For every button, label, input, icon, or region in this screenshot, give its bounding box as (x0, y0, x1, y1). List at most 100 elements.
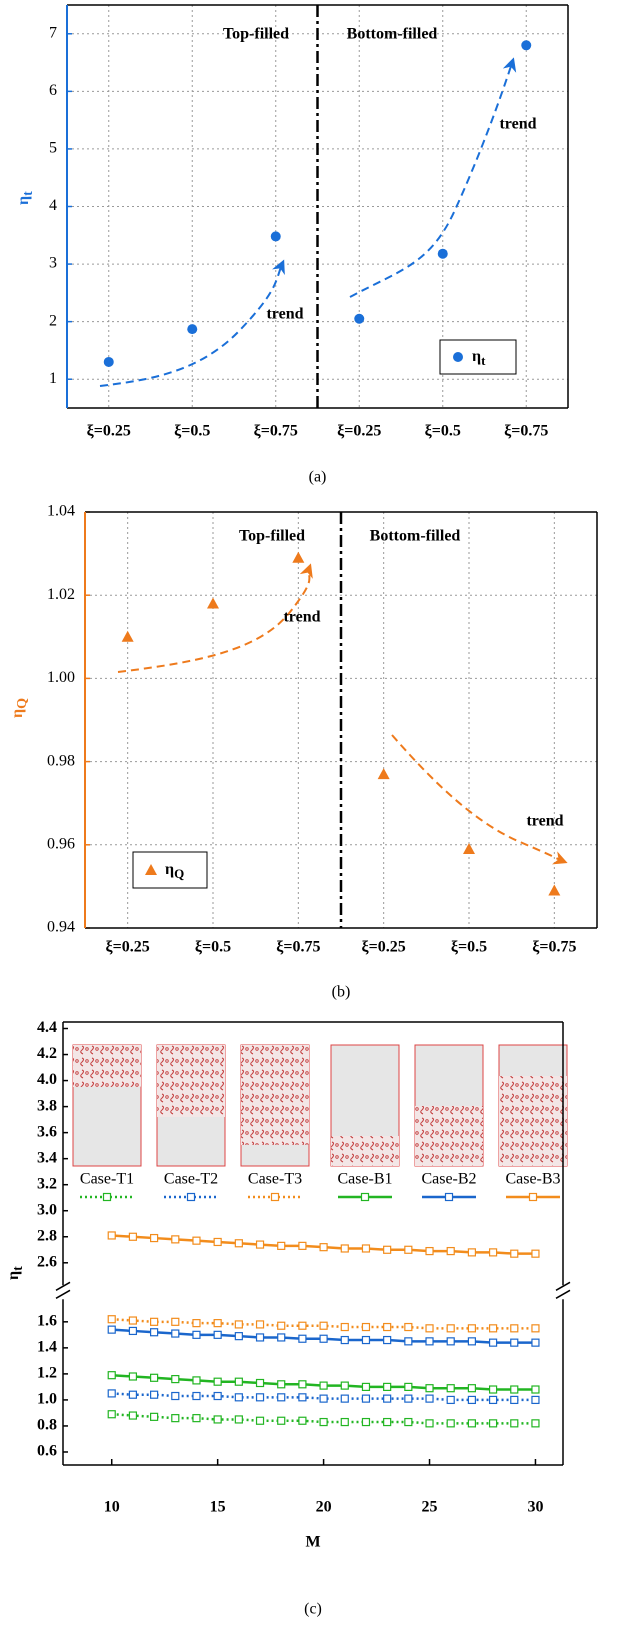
point (404, 1382, 413, 1392)
point (192, 1330, 201, 1339)
point (404, 1337, 413, 1346)
point (234, 1393, 243, 1402)
point (255, 1378, 265, 1388)
annotation: Top-filled (239, 528, 305, 545)
point (192, 1236, 201, 1245)
point (298, 1334, 307, 1343)
trend-arrow (117, 563, 313, 673)
point (531, 1419, 540, 1428)
point (128, 1326, 138, 1336)
point (467, 1419, 476, 1428)
annotation: Bottom-filled (347, 26, 438, 43)
x-tick-label: ξ=0.5 (425, 423, 461, 440)
point (319, 1243, 328, 1252)
label: ηQ (9, 698, 31, 718)
label: ηt (5, 1266, 27, 1280)
thumb-fill (331, 1136, 399, 1166)
point (298, 1321, 307, 1330)
x-tick-label: ξ=0.25 (106, 939, 150, 956)
point (150, 1390, 159, 1399)
y-tick-label: 3 (49, 255, 57, 272)
point (361, 1417, 371, 1427)
point (383, 1322, 392, 1332)
point (207, 597, 219, 609)
point (213, 1319, 222, 1328)
point (150, 1233, 159, 1243)
point (488, 1385, 498, 1394)
point (277, 1321, 286, 1330)
point (446, 1395, 455, 1405)
point (510, 1395, 519, 1405)
point (192, 1319, 201, 1328)
legend-label: Case-T2 (164, 1171, 218, 1188)
y-tick-label: 2.6 (37, 1253, 57, 1270)
label-main: η (9, 709, 26, 718)
point (128, 1390, 138, 1399)
point (298, 1416, 307, 1425)
y-tick-label: 6 (49, 82, 57, 99)
point (531, 1395, 540, 1405)
point (404, 1245, 413, 1254)
point (377, 768, 390, 780)
legend-marker (186, 1192, 196, 1202)
y-tick-label: 1.04 (47, 503, 75, 520)
x-tick-label: ξ=0.5 (451, 939, 487, 956)
point (340, 1335, 349, 1345)
point (192, 1391, 201, 1401)
y-tick-label: 2.8 (37, 1227, 57, 1244)
point (488, 1324, 498, 1333)
label-sub: t (21, 191, 36, 196)
point (107, 1410, 116, 1419)
point (383, 1394, 392, 1403)
point (446, 1384, 455, 1393)
y-tick-label: 0.94 (47, 919, 75, 936)
point (213, 1330, 222, 1339)
point (361, 1335, 371, 1345)
y-tick-label: 1.00 (47, 669, 75, 686)
point (510, 1249, 519, 1258)
legend-marker (360, 1192, 370, 1202)
point (446, 1324, 455, 1333)
point (463, 842, 475, 854)
annotation: Top-filled (223, 26, 289, 43)
point (234, 1332, 243, 1341)
point (128, 1232, 138, 1241)
trend-arrow (99, 259, 285, 387)
x-tick-label: ξ=0.5 (174, 423, 210, 440)
point (277, 1380, 286, 1389)
point (361, 1394, 371, 1403)
y-tick-label: 1.02 (47, 586, 75, 603)
point (171, 1329, 180, 1338)
series-line (111, 1317, 536, 1330)
x-tick-label: 30 (527, 1499, 543, 1516)
label-main: η (15, 196, 32, 205)
x-tick-label: ξ=0.5 (195, 939, 231, 956)
label: ηQ (165, 861, 184, 881)
point (488, 1248, 498, 1257)
y-tick-label: 2 (49, 312, 57, 329)
y-tick-label: 1.4 (37, 1339, 57, 1356)
y-tick-label: 5 (49, 140, 57, 157)
point (192, 1414, 201, 1423)
point (510, 1385, 519, 1394)
y-tick-label: 3.4 (37, 1149, 57, 1166)
y-tick-label: 7 (49, 24, 57, 41)
legend-label: Case-B3 (505, 1171, 560, 1188)
label-sub: Q (174, 866, 184, 881)
point (510, 1419, 519, 1428)
point (192, 1376, 201, 1385)
point (548, 884, 561, 896)
point (234, 1239, 243, 1248)
point (213, 1391, 222, 1401)
y-tick-label: 3.0 (37, 1201, 57, 1218)
legend-marker (528, 1192, 538, 1202)
annotation: trend (266, 306, 303, 323)
caption: (c) (304, 1601, 322, 1618)
point (354, 313, 365, 324)
point (488, 1395, 498, 1405)
point (255, 1320, 265, 1329)
label-sub: t (11, 1266, 26, 1271)
annotation: trend (283, 609, 320, 626)
y-tick-label: 4 (49, 197, 57, 214)
